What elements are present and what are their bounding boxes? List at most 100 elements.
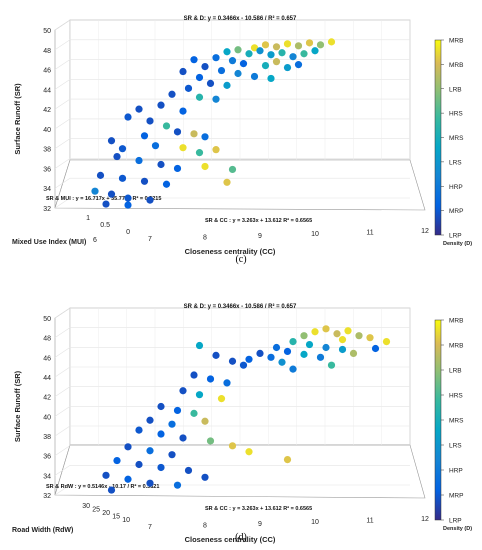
data-point: [190, 130, 198, 138]
data-point: [173, 164, 182, 173]
data-point: [316, 41, 325, 49]
data-point: [245, 355, 253, 363]
data-point: [179, 434, 187, 442]
data-point: [283, 456, 292, 464]
data-point: [201, 473, 209, 481]
y-tick-label: 32: [43, 493, 51, 500]
data-point: [223, 379, 231, 387]
data-point: [151, 142, 160, 150]
y-tick-label: 38: [43, 434, 51, 441]
grid-line: [54, 158, 71, 169]
data-point: [283, 347, 292, 356]
data-point: [190, 371, 198, 379]
data-point: [201, 417, 209, 425]
data-point: [124, 113, 132, 121]
y-tick-label: 42: [43, 107, 51, 114]
floor-annotation: SR & CC : y = 3.263x + 13.612 R² = 0.656…: [205, 505, 312, 512]
z-tick-label: 10: [122, 517, 130, 524]
colorbar-tick-label: MRB: [449, 38, 463, 45]
x-tick-label: 9: [258, 233, 262, 240]
grid-line: [54, 79, 71, 90]
colorbar-tick-label: HRS: [449, 111, 463, 118]
data-point: [338, 336, 347, 344]
x-tick-label: 8: [203, 523, 207, 530]
data-point: [344, 327, 352, 335]
grid-line: [54, 59, 71, 70]
panel-caption: (c): [235, 254, 246, 265]
data-point: [294, 61, 303, 69]
data-point: [206, 437, 215, 445]
data-point: [305, 340, 314, 349]
data-point: [102, 200, 110, 208]
data-point: [311, 328, 319, 336]
x-tick-label: 8: [203, 235, 207, 242]
colorbar-tick-label: LRS: [449, 159, 462, 166]
data-point: [140, 177, 149, 185]
data-point: [201, 162, 209, 171]
data-point: [228, 442, 237, 450]
data-point: [168, 420, 176, 428]
data-point: [245, 448, 253, 456]
panel-c: 32 34 36 38 40 42 44 46 48 50 6 7 8 9 10 11 12 0 0.5 1 SR & …: [12, 15, 472, 265]
data-point: [283, 40, 292, 48]
y-tick-label: 36: [43, 166, 51, 173]
panel-caption: (d): [235, 532, 247, 543]
data-point: [294, 42, 303, 50]
data-point: [157, 402, 165, 411]
z-tick-label: 20: [102, 510, 110, 517]
data-point: [157, 160, 165, 169]
grid-line: [54, 327, 71, 338]
data-point: [173, 406, 182, 415]
data-point: [184, 466, 193, 475]
data-point: [327, 361, 336, 369]
data-point: [234, 69, 242, 78]
y-tick-label: 34: [43, 186, 51, 193]
colorbar-tick-label: HRS: [449, 393, 463, 400]
grid-line: [54, 465, 71, 476]
data-point: [146, 416, 154, 424]
data-point: [135, 156, 143, 165]
y-tick-label: 44: [43, 87, 51, 94]
side-annotation: SR & MUI : y = 16.717x + 35.774 / R² = 0…: [46, 195, 161, 202]
data-point: [146, 196, 154, 204]
data-point: [239, 361, 248, 369]
data-point: [267, 353, 275, 361]
y-tick-label: 36: [43, 454, 51, 461]
data-point: [107, 190, 116, 198]
z-tick-label: 30: [82, 503, 90, 510]
data-point: [195, 341, 204, 350]
chart-title: SR & D: y = 0.3466x - 10.586 / R² = 0.65…: [184, 15, 297, 22]
data-point: [212, 95, 220, 103]
grid-line: [54, 425, 71, 437]
data-point: [118, 174, 127, 182]
y-tick-label: 40: [43, 414, 51, 421]
y-axis-title: Surface Runoff (SR): [13, 370, 22, 442]
data-point: [184, 84, 193, 92]
data-point: [272, 43, 281, 51]
data-point: [228, 165, 237, 174]
y-tick-label: 34: [43, 473, 51, 480]
data-point: [223, 178, 231, 186]
data-point: [272, 58, 281, 66]
z-tick-label: 15: [112, 514, 120, 521]
data-point: [267, 51, 275, 59]
data-point: [124, 475, 132, 483]
data-point: [322, 343, 330, 352]
x-tick-label: 11: [366, 230, 373, 237]
data-point: [190, 56, 198, 64]
data-point: [217, 395, 226, 403]
data-point: [234, 46, 242, 54]
data-point: [217, 66, 226, 75]
grid-line: [54, 197, 71, 209]
data-point: [278, 358, 286, 366]
data-point: [173, 481, 182, 489]
y-tick-label: 42: [43, 395, 51, 402]
x-axis-title: Closeness centrality (CC): [185, 247, 276, 256]
data-point: [113, 152, 121, 161]
colorbar-tick-label: HRP: [449, 468, 463, 475]
data-point: [300, 50, 308, 58]
side-annotation: SR & RdW : y = 0.5146x - 10.17 / R² = 0.…: [46, 483, 159, 490]
grid-line: [54, 177, 71, 189]
data-point: [382, 338, 391, 346]
